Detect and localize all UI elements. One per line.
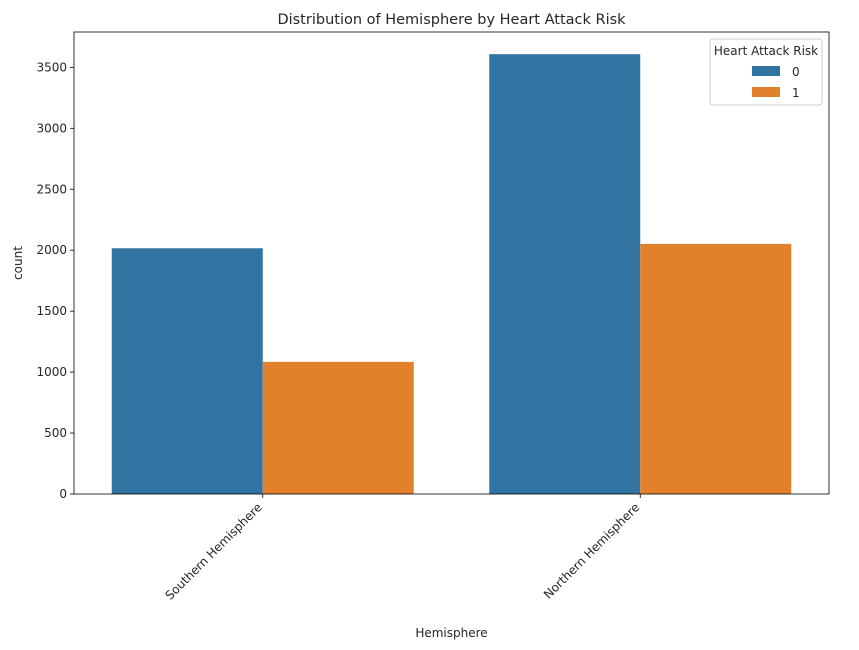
y-tick-label: 3500 (36, 60, 67, 74)
y-axis: 0 500 1000 1500 2000 2500 3000 3500 (36, 60, 74, 501)
bar-southern-hemisphere-risk-0 (111, 248, 263, 494)
y-tick-label: 1500 (36, 304, 67, 318)
x-axis-title: Hemisphere (415, 626, 487, 640)
y-tick-label: 500 (44, 426, 67, 440)
y-axis-title: count (11, 246, 25, 280)
x-tick-label: Southern Hemisphere (163, 500, 265, 602)
legend-label-0: 0 (792, 65, 800, 79)
y-tick-label: 2500 (36, 182, 67, 196)
legend-title: Heart Attack Risk (714, 44, 818, 58)
bars (111, 54, 792, 494)
bar-northern-hemisphere-risk-1 (640, 243, 792, 494)
legend-swatch-1 (752, 87, 780, 97)
bar-southern-hemisphere-risk-1 (262, 361, 414, 494)
plot-frame (73, 31, 830, 495)
x-axis: Southern Hemisphere Northern Hemisphere (163, 494, 642, 603)
bar-northern-hemisphere-risk-0 (489, 54, 641, 494)
y-tick-label: 0 (59, 487, 67, 501)
y-tick-label: 2000 (36, 243, 67, 257)
x-tick-label: Northern Hemisphere (541, 500, 642, 601)
legend-swatch-0 (752, 66, 780, 76)
y-tick-label: 1000 (36, 365, 67, 379)
legend: Heart Attack Risk 0 1 (709, 38, 823, 106)
chart-title: Distribution of Hemisphere by Heart Atta… (277, 12, 626, 28)
legend-label-1: 1 (792, 86, 800, 100)
y-tick-label: 3000 (36, 121, 67, 135)
